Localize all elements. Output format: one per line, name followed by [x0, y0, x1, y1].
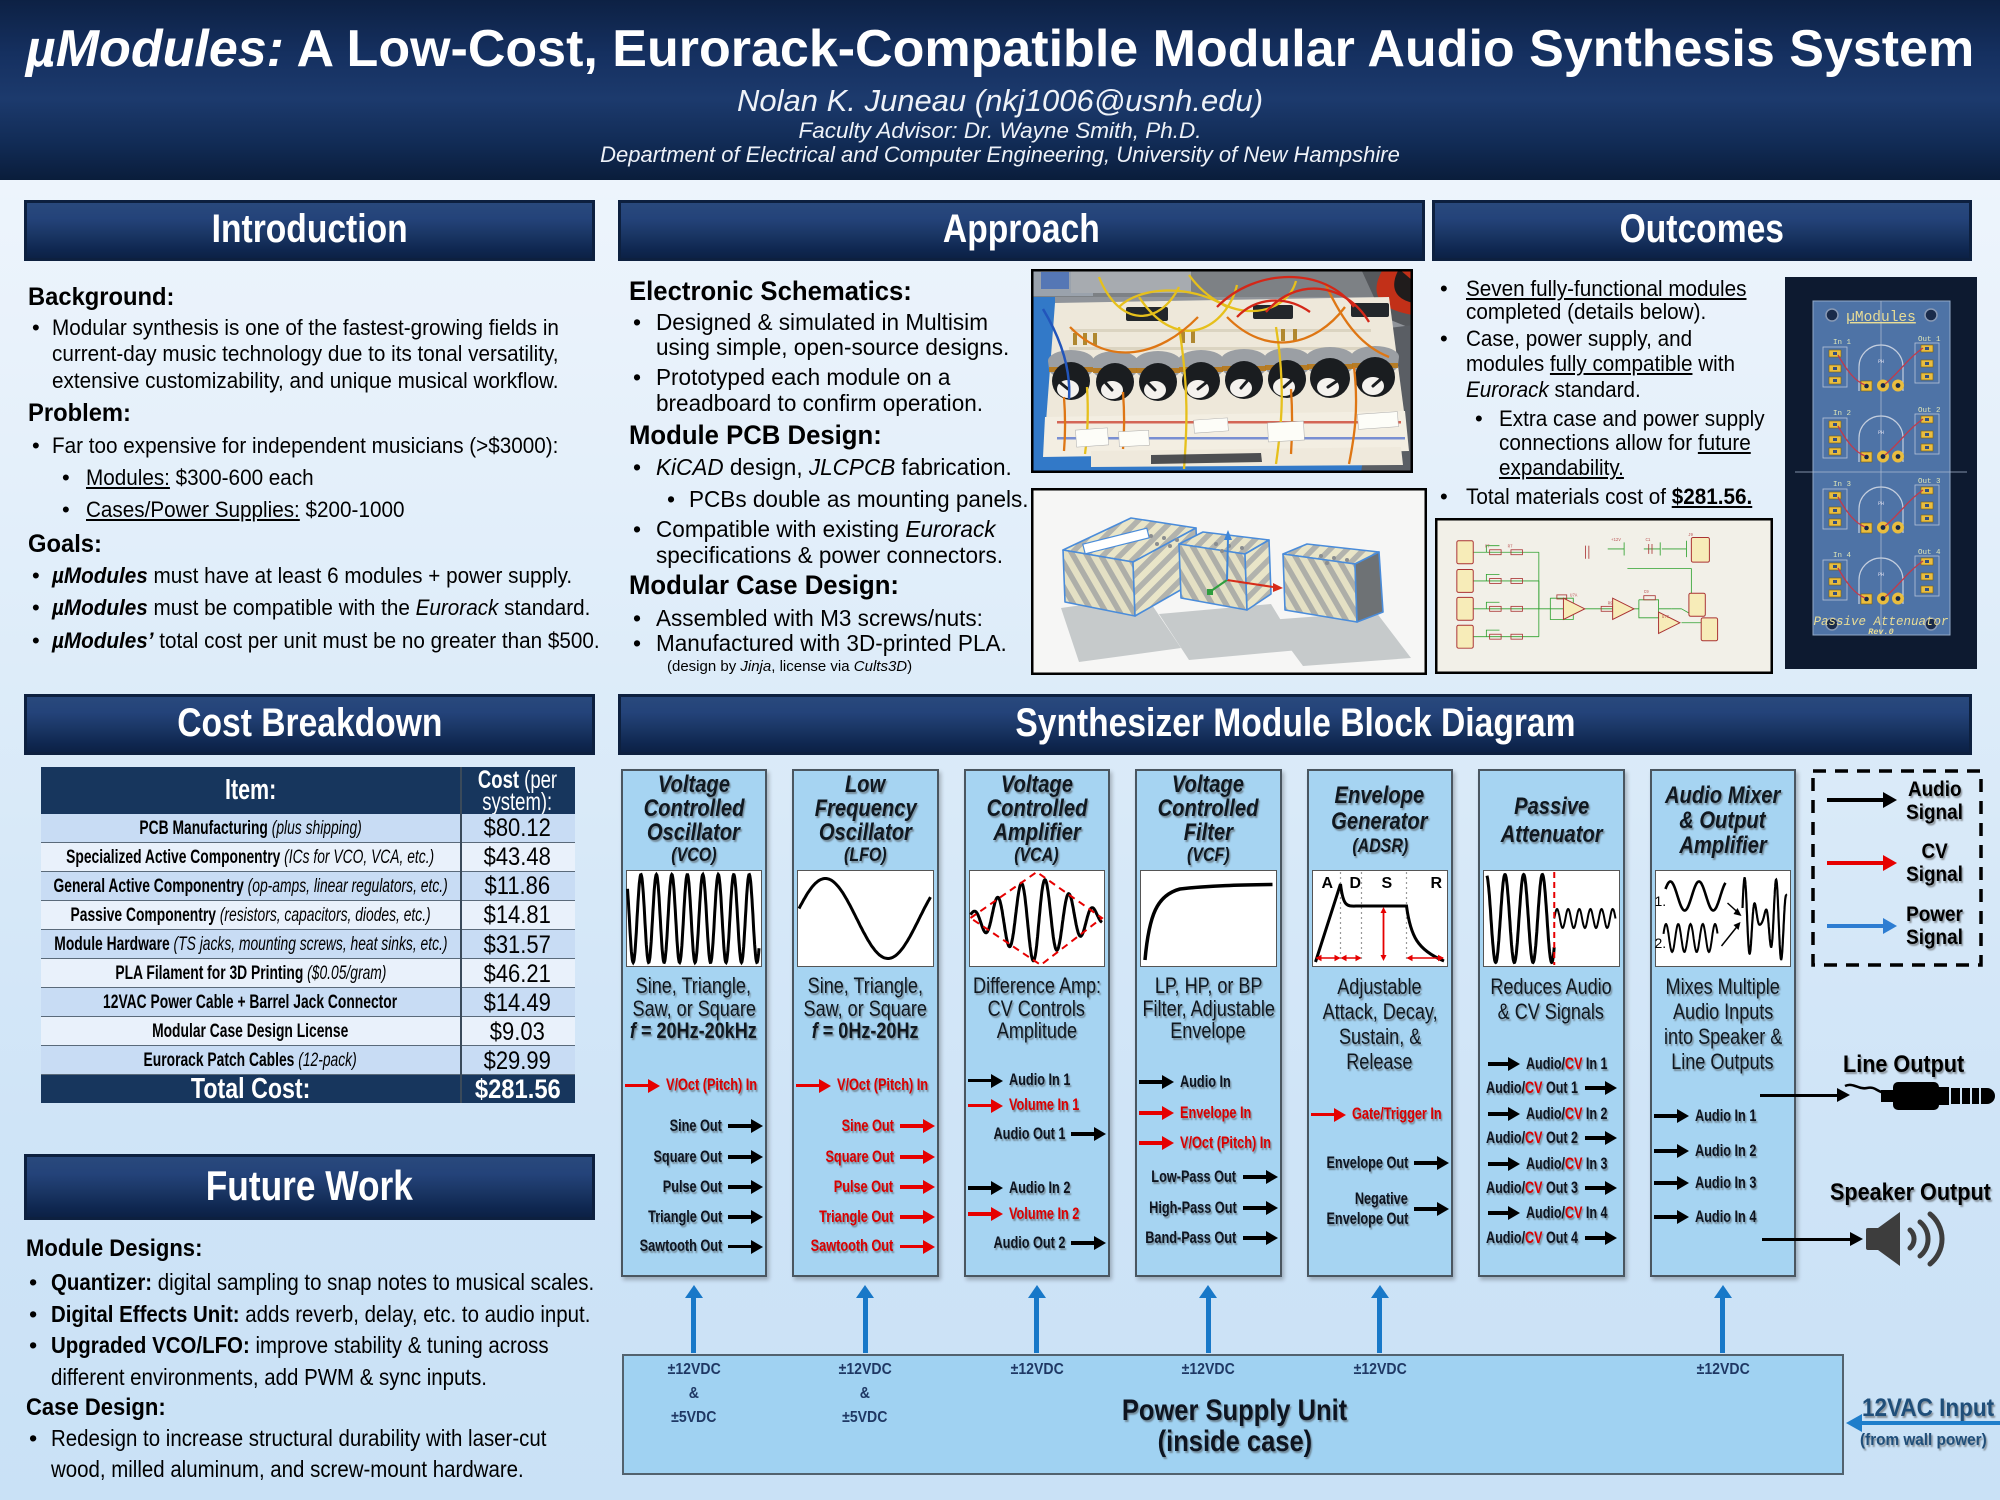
svg-text:Passive Attenuator: Passive Attenuator: [1813, 615, 1949, 629]
svg-text:U7C: U7C: [1662, 616, 1670, 620]
svg-text:A: A: [1322, 875, 1334, 892]
svg-text:Out 4: Out 4: [1918, 549, 1941, 557]
svg-text:PH: PH: [1878, 501, 1884, 507]
svg-text:R: R: [1431, 875, 1443, 892]
svg-text:In 3: In 3: [1833, 481, 1852, 489]
svg-text:µModules: µModules: [1846, 310, 1916, 326]
svg-text:PH: PH: [1878, 572, 1884, 578]
svg-text:PH: PH: [1878, 359, 1884, 365]
svg-text:2.: 2.: [1655, 935, 1667, 951]
svg-text:In 4: In 4: [1833, 552, 1852, 560]
svg-text:In 1: In 1: [1833, 339, 1852, 347]
svg-text:1.: 1.: [1655, 893, 1667, 909]
svg-text:Out 1: Out 1: [1918, 336, 1941, 344]
svg-text:Rev.0: Rev.0: [1868, 627, 1894, 637]
svg-text:S: S: [1382, 875, 1393, 892]
svg-text:D: D: [1350, 875, 1362, 892]
svg-text:In 2: In 2: [1833, 410, 1851, 418]
svg-text:C9: C9: [1644, 591, 1649, 595]
svg-text:C1: C1: [1645, 539, 1650, 543]
svg-text:J9: J9: [1688, 534, 1693, 538]
svg-text:+12V: +12V: [1611, 539, 1621, 543]
svg-text:Out 3: Out 3: [1918, 478, 1941, 486]
svg-text:R7: R7: [1508, 545, 1513, 549]
svg-text:U7A: U7A: [1570, 595, 1578, 599]
svg-text:R9: R9: [1608, 603, 1613, 607]
svg-text:C7: C7: [1485, 545, 1490, 549]
svg-text:Out 2: Out 2: [1918, 407, 1941, 415]
svg-text:PH: PH: [1878, 430, 1884, 436]
